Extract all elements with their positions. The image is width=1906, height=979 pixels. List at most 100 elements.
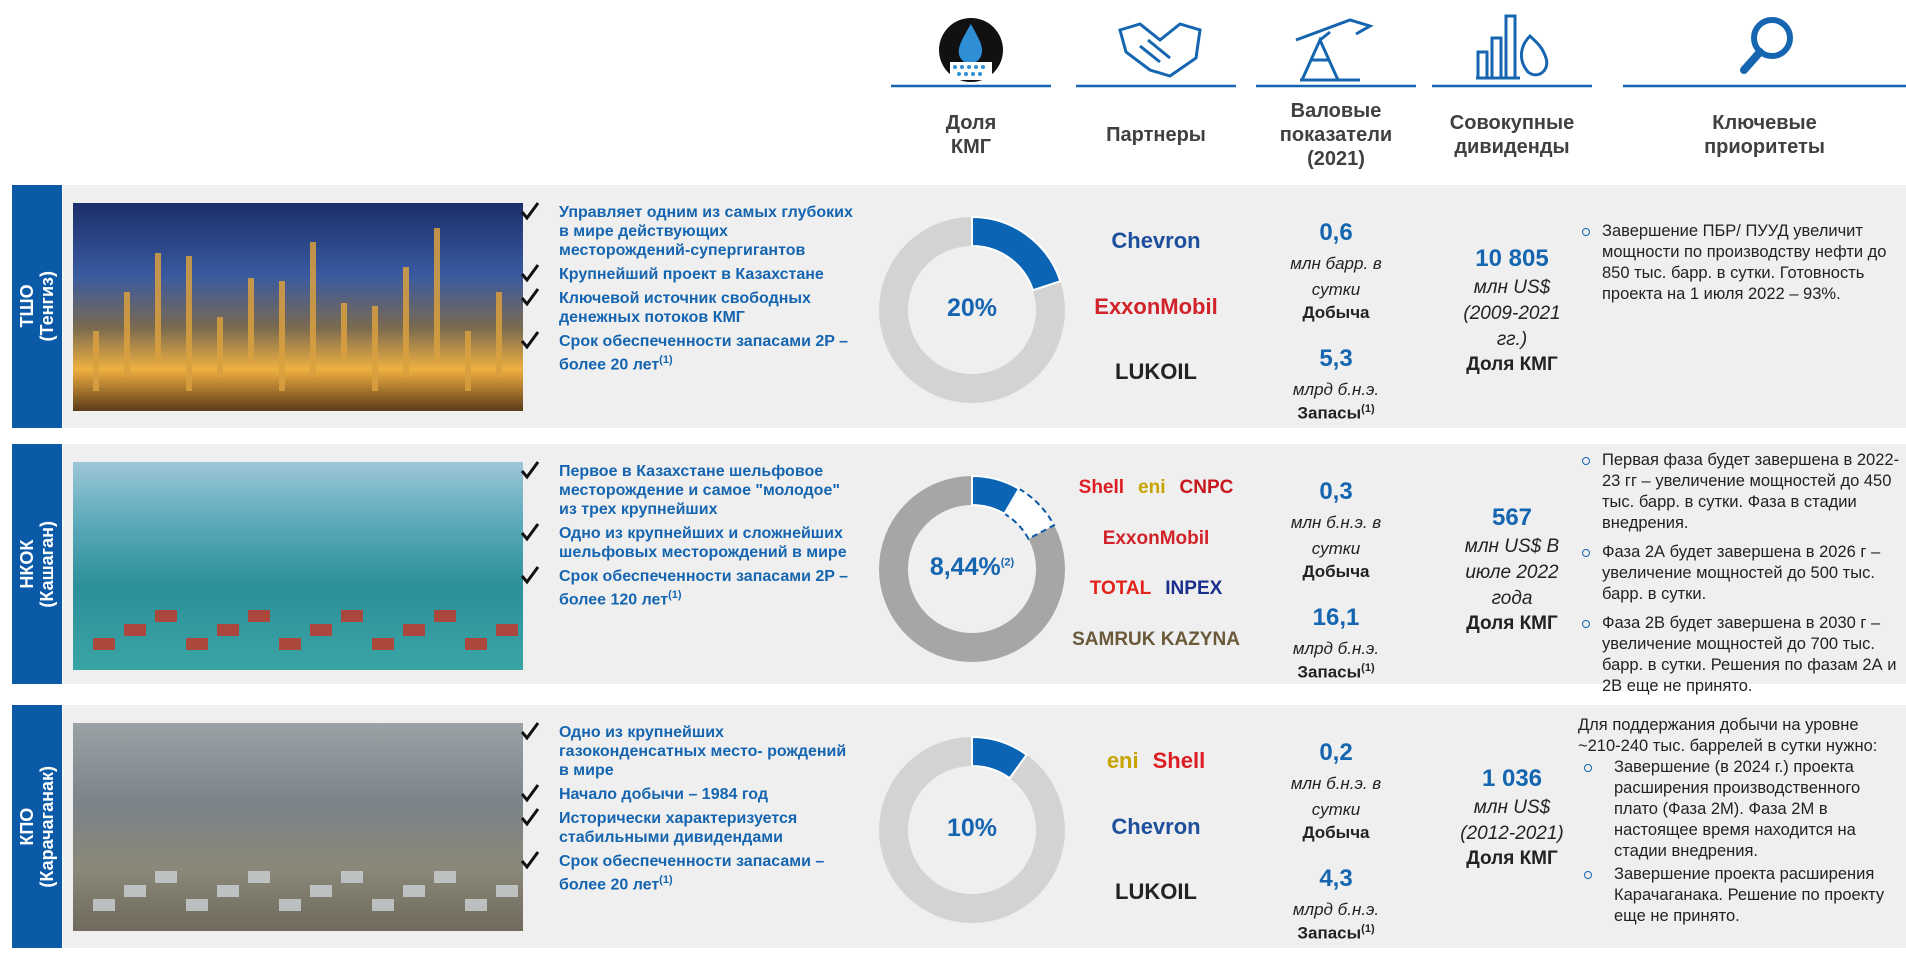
priority: Завершение (в 2024 г.) проекта расширени… [1578, 757, 1904, 862]
photo-detail [496, 624, 518, 636]
partners: Chevron ExxonMobil LUKOIL [1076, 193, 1236, 420]
priority-marker [1582, 228, 1590, 236]
share-label: 10% [912, 814, 1032, 843]
metric-value: 4,3 [1319, 865, 1353, 892]
header-icons [891, 14, 1906, 88]
photo-detail [279, 281, 285, 391]
bullet-list: Первое в Казахстане шельфовое месторожде… [520, 461, 860, 614]
metrics: 0,6 млн барр. в сутки Добыча 5,3 млрд б.н.э.… [1256, 219, 1416, 424]
metric-label: Добыча [1302, 562, 1370, 581]
photo-detail [248, 871, 270, 883]
priority-marker [1582, 549, 1590, 557]
check-icon [520, 851, 540, 870]
check [520, 808, 540, 827]
priority: Завершение ПБР/ ПУУД увеличит мощности п… [1578, 221, 1904, 305]
dividends: 10 805 млн US$ (2009-2021 гг.) Доля КМГ [1432, 245, 1592, 377]
check [520, 331, 540, 350]
photo-detail [279, 638, 301, 650]
photo-detail [310, 242, 316, 377]
photo-detail [341, 303, 347, 363]
row-label: КПО (Карачаганак) [12, 705, 62, 948]
partner-logo: eni [1138, 476, 1166, 498]
bullet-list: Управляет одним из самых глубоких в мире… [520, 202, 860, 379]
partner-logo: Chevron [1111, 813, 1201, 839]
partner-logo: LUKOIL [1115, 878, 1197, 904]
partner-logo: eni [1106, 748, 1139, 774]
photo-detail [372, 306, 378, 391]
photo-detail [496, 292, 502, 377]
photo [73, 462, 523, 670]
check [520, 264, 540, 283]
row-label-text: НКОК (Кашаган) [17, 521, 57, 608]
photo-detail [186, 899, 208, 911]
row-sub: (Кашаган) [37, 520, 57, 608]
metric: 0,3 млн б.н.э. в сутки Добыча [1256, 478, 1416, 582]
row-sub: (Тенгиз) [37, 271, 57, 342]
partner-logo: LUKOIL [1115, 358, 1197, 384]
share-label: 8,44%(2) [912, 553, 1032, 582]
priority-marker [1582, 457, 1590, 465]
bullet-text: Ключевой источник свободных денежных пот… [559, 290, 811, 326]
photo-detail [93, 331, 99, 391]
metric: 16,1 млрд б.н.э. Запасы(1) [1256, 604, 1416, 683]
priority: Фаза 2В будет завершена в 2030 г – увели… [1578, 613, 1904, 697]
bullet-list: Одно из крупнейших газоконденсатных мест… [520, 722, 860, 899]
photo-detail [217, 317, 223, 377]
metric-label-line: Добыча [1256, 562, 1416, 582]
partner-logo: Shell [1078, 476, 1125, 498]
photo-detail [310, 624, 332, 636]
bullet: Управляет одним из самых глубоких в мире… [520, 202, 860, 260]
photo-detail [465, 899, 487, 911]
photo-detail [155, 871, 177, 883]
metric-unit: млн б.н.э. в сутки [1290, 774, 1382, 819]
bullet-text: Срок обеспеченности запасами 2P – более … [559, 333, 848, 374]
photo-detail [93, 638, 115, 650]
photo-detail [124, 885, 146, 897]
bullet: Первое в Казахстане шельфовое месторожде… [520, 461, 860, 519]
priority-marker [1584, 871, 1592, 879]
column-header-cell: Совокупные дивиденды [1432, 95, 1592, 175]
metric: 5,3 млрд б.н.э. Запасы(1) [1256, 345, 1416, 424]
priority-marker [1584, 764, 1592, 772]
metric-label: Запасы [1297, 923, 1362, 943]
metric-unit: млрд б.н.э. [1292, 380, 1380, 399]
footnote-ref: (2) [1000, 556, 1015, 569]
bullet: Одно из крупнейших газоконденсатных мест… [520, 722, 860, 780]
photo-detail [217, 885, 239, 897]
photo-detail [403, 267, 409, 377]
photo-detail [186, 638, 208, 650]
bullet: Срок обеспеченности запасами 2P – более … [520, 331, 860, 374]
partner-logo: CNPC [1179, 476, 1234, 498]
photo-detail [310, 885, 332, 897]
photo-detail [186, 256, 192, 391]
metric-label-line: Добыча [1256, 823, 1416, 843]
dividends: 1 036 млн US$ (2012-2021) Доля КМГ [1432, 765, 1592, 871]
metric-value: 16,1 [1312, 604, 1360, 631]
priority-text: Фаза 2В будет завершена в 2030 г – увели… [1602, 614, 1897, 695]
check [520, 851, 540, 870]
partner-logo: TOTAL [1089, 578, 1152, 600]
column-header-cell: Ключевые приоритеты [1623, 95, 1906, 175]
bullet-text: Срок обеспеченности запасами – более 20 … [559, 853, 825, 894]
check-icon [520, 461, 540, 480]
column-header: Доля КМГ [945, 112, 997, 158]
bullet-text: Исторически характеризуется стабильными … [559, 810, 798, 846]
check [520, 566, 540, 585]
partners: Shell eni CNPC ExxonMobil TOTAL INPEX SAMRUK K… [1072, 452, 1240, 676]
check-icon [520, 288, 540, 307]
metric-label: Запасы [1297, 403, 1362, 423]
check [520, 784, 540, 803]
partner-logo: Shell [1152, 748, 1206, 774]
bullet: Начало добычи – 1984 год [520, 784, 860, 804]
photo-detail [248, 610, 270, 622]
priorities-intro: Для поддержания добычи на уровне ~210-24… [1578, 716, 1878, 755]
metric-unit: млрд б.н.э. [1292, 900, 1380, 919]
metrics: 0,3 млн б.н.э. в сутки Добыча 16,1 млрд б.н.… [1256, 478, 1416, 683]
dividend-label: Доля КМГ [1466, 848, 1558, 869]
metric: 4,3 млрд б.н.э. Запасы(1) [1256, 865, 1416, 944]
priority-text: Завершение (в 2024 г.) проекта расширени… [1614, 758, 1861, 860]
priorities: Для поддержания добычи на уровне ~210-24… [1578, 715, 1904, 929]
metric-label-line: Запасы(1) [1256, 662, 1416, 683]
photo-detail [155, 253, 161, 363]
bullet-text: Начало добычи – 1984 год [559, 786, 769, 803]
